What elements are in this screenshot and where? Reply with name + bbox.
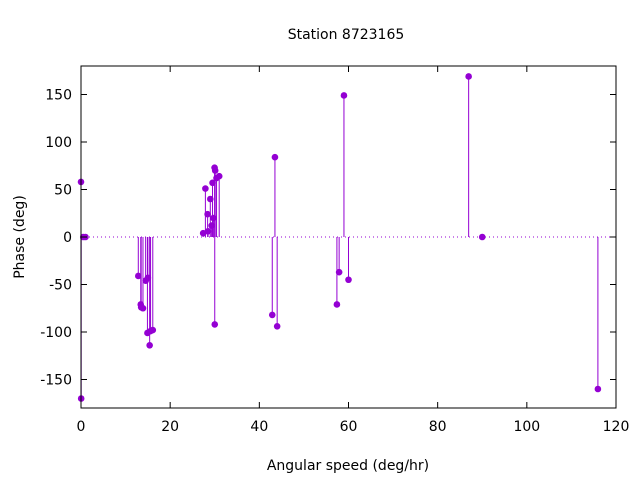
data-point bbox=[208, 222, 215, 229]
data-point bbox=[139, 304, 147, 312]
data-point bbox=[268, 311, 276, 319]
data-point bbox=[204, 210, 211, 218]
data-point bbox=[340, 92, 348, 99]
data-point bbox=[204, 228, 212, 235]
data-point bbox=[594, 385, 602, 393]
y-axis-label: Phase (deg) bbox=[12, 195, 28, 279]
data-point bbox=[202, 185, 209, 192]
data-point bbox=[465, 73, 472, 80]
y-tick-label: -150 bbox=[40, 373, 72, 389]
plot-area bbox=[77, 73, 616, 402]
x-tick-label: 100 bbox=[513, 419, 540, 435]
data-point bbox=[206, 195, 214, 203]
chart-title: Station 8723165 bbox=[288, 27, 405, 43]
y-tick-label: 100 bbox=[45, 135, 72, 151]
data-point bbox=[149, 326, 157, 334]
x-tick-label: 80 bbox=[429, 419, 447, 435]
y-tick-label: 0 bbox=[63, 230, 72, 246]
y-tick-label: -50 bbox=[49, 278, 72, 294]
x-tick-label: 20 bbox=[161, 419, 179, 435]
x-tick-label: 120 bbox=[603, 419, 630, 435]
x-tick-label: 0 bbox=[77, 419, 86, 435]
data-point bbox=[210, 214, 217, 222]
x-axis-label: Angular speed (deg/hr) bbox=[267, 458, 429, 474]
data-point bbox=[335, 268, 343, 276]
data-point bbox=[271, 153, 279, 161]
y-tick-label: 150 bbox=[45, 88, 72, 104]
y-tick-label: 50 bbox=[54, 183, 72, 199]
data-point bbox=[211, 321, 219, 328]
data-point bbox=[478, 233, 486, 241]
data-point bbox=[215, 172, 223, 180]
data-point bbox=[211, 167, 219, 174]
x-tick-label: 40 bbox=[250, 419, 268, 435]
data-point bbox=[333, 301, 341, 308]
y-tick-label: -100 bbox=[40, 325, 72, 341]
data-point bbox=[273, 323, 281, 330]
data-point bbox=[134, 272, 142, 280]
data-point bbox=[345, 276, 352, 284]
axis-ticks: 0 20 40 60 80 100 120 -150 -100 -50 0 50 100 150 bbox=[40, 66, 629, 435]
x-tick-label: 60 bbox=[340, 419, 358, 435]
data-point bbox=[146, 342, 153, 349]
